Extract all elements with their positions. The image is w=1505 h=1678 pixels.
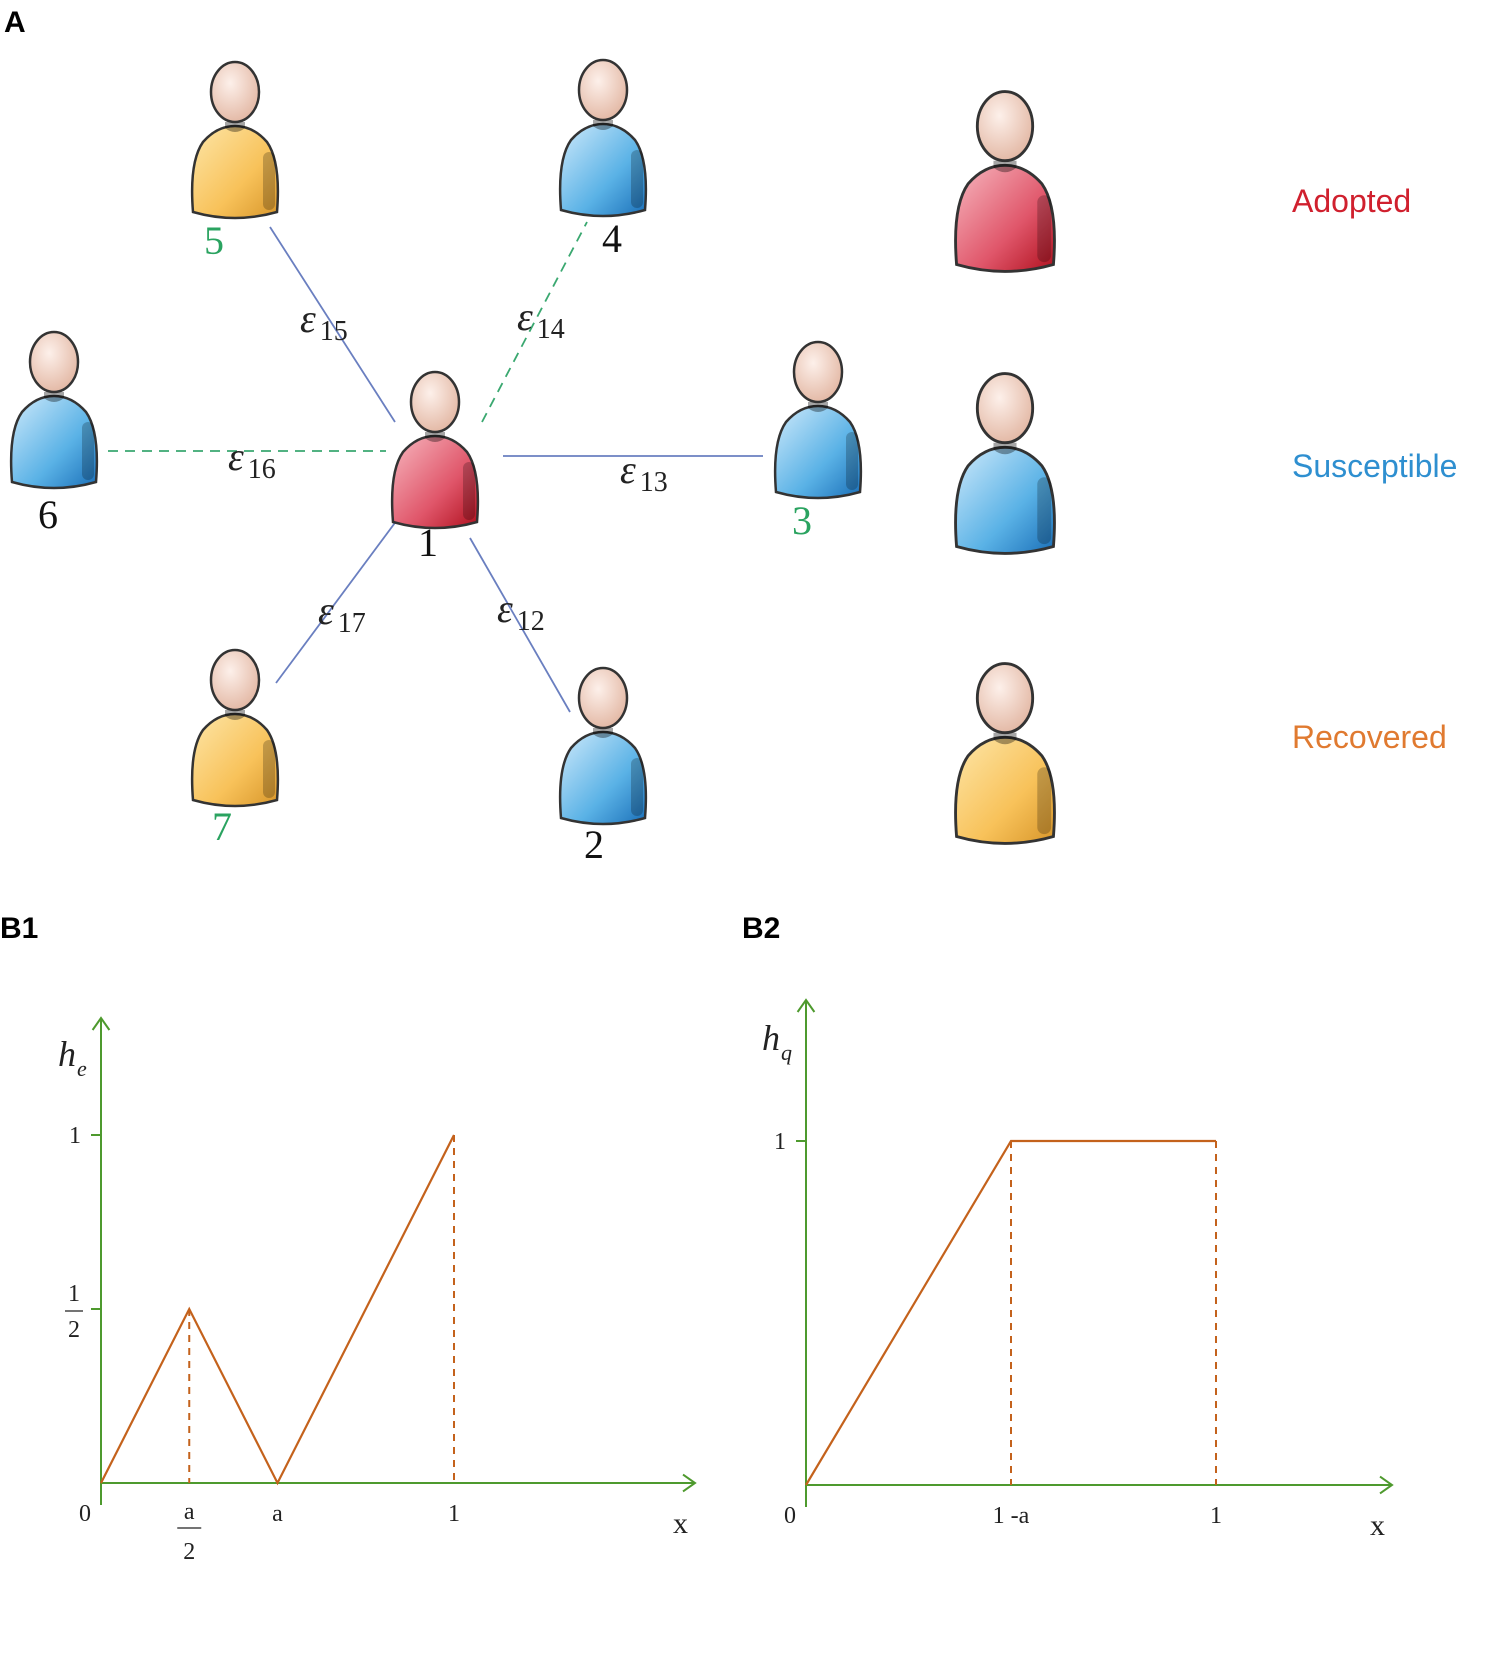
person-icon (558, 666, 648, 826)
edge-label-13: ε 13 (620, 447, 668, 498)
person-icon (9, 330, 99, 490)
edge-1-4 (481, 221, 588, 423)
node-5: 5 (190, 60, 280, 263)
x-tick-label: a (184, 1499, 195, 1525)
edge-label-16: ε 16 (228, 434, 276, 485)
x-tick-label: 0 (784, 1503, 796, 1529)
x-tick-label: a (272, 1501, 283, 1527)
node-label-4: 4 (602, 216, 622, 261)
chart-b2: 1 0 1 -a 1 hq x (762, 998, 1394, 1542)
edge-label-12: ε 12 (497, 586, 545, 637)
person-icon (190, 648, 280, 808)
node-label-5: 5 (204, 218, 224, 263)
node-label-3: 3 (792, 498, 812, 543)
y-axis-label: he (58, 1034, 87, 1081)
person-icon (954, 372, 1056, 555)
x-axis-label: x (1370, 1509, 1385, 1542)
x-tick-label: 1 (1210, 1503, 1222, 1529)
y-tick-label: 1 (774, 1129, 786, 1155)
legend-label-susceptible: Susceptible (1292, 448, 1457, 484)
legend-item-susceptible: Susceptible (954, 372, 1457, 555)
person-icon (390, 370, 480, 530)
chart-b1: 1 2 1 0 a 2 a 1 he x (58, 1016, 697, 1565)
x-tick-label: 2 (183, 1539, 195, 1565)
series-line (100, 1134, 455, 1486)
edge-1-7 (275, 511, 404, 684)
legend-item-recovered: Recovered (954, 662, 1447, 845)
node-2: 2 (558, 666, 648, 867)
node-6: 6 (9, 330, 99, 537)
node-3: 3 (773, 340, 863, 543)
x-tick-label: 1 -a (993, 1503, 1030, 1529)
y-tick-label: 1 (68, 1281, 80, 1307)
network-nodes: 1 2 3 4 5 6 7 (9, 58, 863, 867)
edge-1-2 (469, 537, 571, 713)
panel-label-a: A (4, 6, 26, 39)
x-axis-arrow (1379, 1475, 1394, 1495)
y-axis-arrow (91, 1016, 111, 1031)
node-label-2: 2 (584, 822, 604, 867)
edge-label-14: ε 14 (517, 294, 565, 345)
node-4: 4 (558, 58, 648, 261)
edge-label-15: ε 15 (300, 296, 348, 347)
y-axis-label: hq (762, 1018, 792, 1065)
legend-label-recovered: Recovered (1292, 719, 1447, 755)
node-label-6: 6 (38, 492, 58, 537)
y-tick-label: 1 (69, 1123, 81, 1149)
node-label-7: 7 (212, 804, 232, 849)
legend-label-adopted: Adopted (1292, 183, 1411, 219)
x-tick-label: 1 (448, 1501, 460, 1527)
person-icon (954, 90, 1056, 273)
person-icon (190, 60, 280, 220)
panel-label-b2: B2 (742, 912, 780, 945)
node-7: 7 (190, 648, 280, 849)
edge-1-5 (269, 226, 396, 423)
x-axis-arrow (682, 1473, 697, 1493)
node-label-1: 1 (418, 520, 438, 565)
y-tick-label: 2 (68, 1317, 80, 1343)
person-icon (558, 58, 648, 218)
y-axis-arrow (796, 998, 816, 1013)
person-icon (773, 340, 863, 500)
legend: Adopted Susceptible Recovered (954, 90, 1457, 845)
x-axis-label: x (673, 1507, 688, 1540)
legend-item-adopted: Adopted (954, 90, 1411, 273)
panel-label-b1: B1 (0, 912, 38, 945)
person-icon (954, 662, 1056, 845)
series-line (805, 1139, 1216, 1486)
x-tick-label: 0 (79, 1501, 91, 1527)
node-1: 1 (390, 370, 480, 565)
